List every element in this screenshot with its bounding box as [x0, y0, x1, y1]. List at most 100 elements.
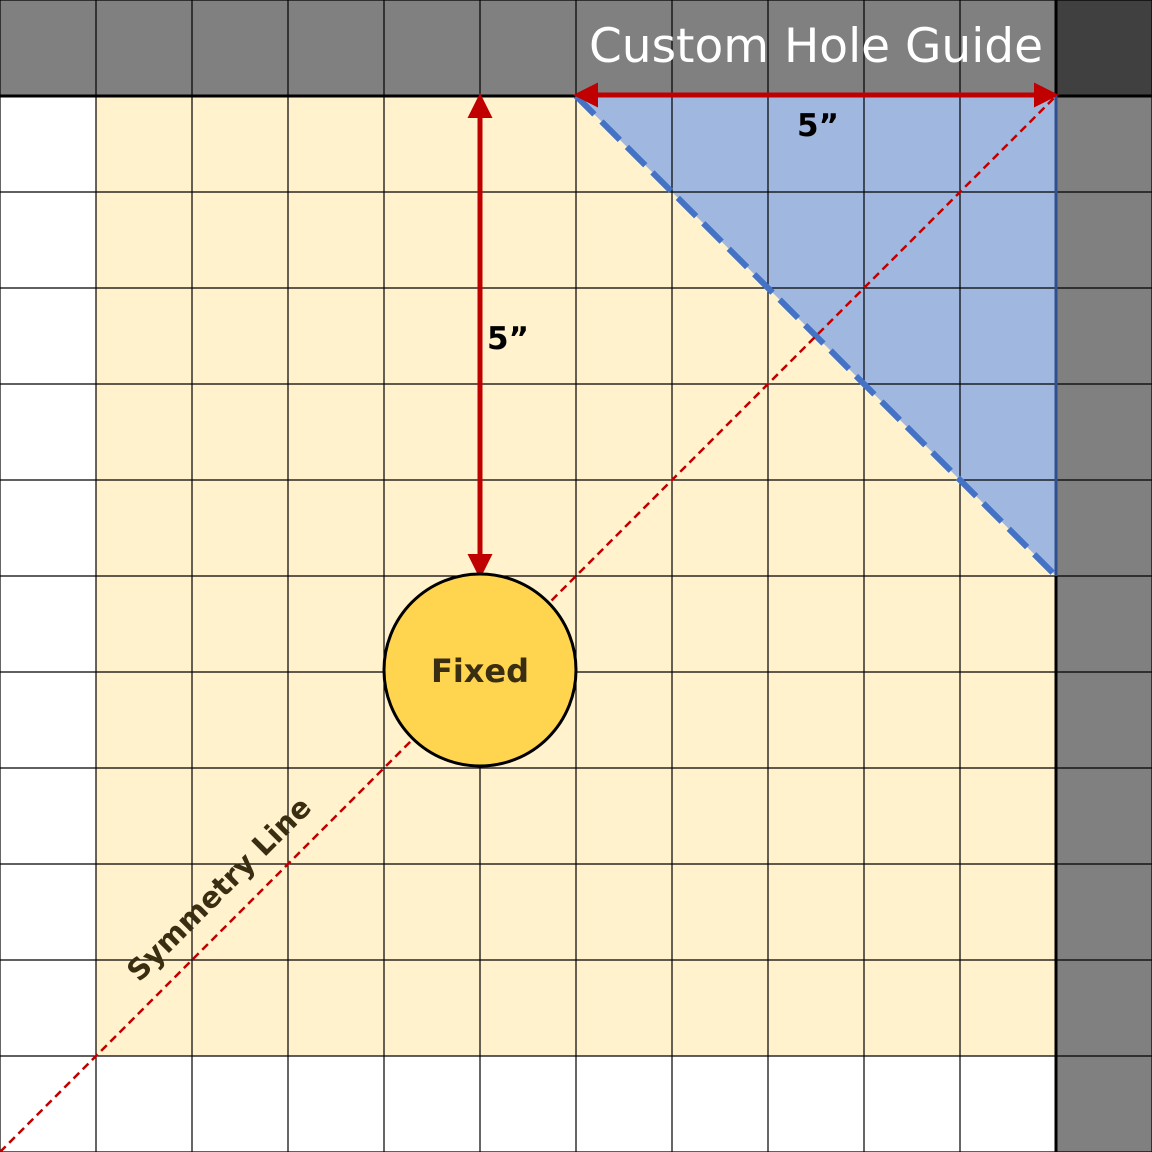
- work-area-cell: [96, 672, 192, 768]
- work-area-cell: [576, 864, 672, 960]
- work-area-cell: [768, 960, 864, 1056]
- corner-cell: [1056, 0, 1152, 96]
- work-area-cell: [192, 576, 288, 672]
- guide-title: Custom Hole Guide: [589, 19, 1043, 74]
- work-area-cell: [480, 960, 576, 1056]
- work-area-cell: [672, 288, 768, 384]
- work-area-cell: [960, 672, 1056, 768]
- work-area-cell: [384, 384, 480, 480]
- work-area-cell: [768, 768, 864, 864]
- work-area-cell: [576, 576, 672, 672]
- work-area-cell: [864, 768, 960, 864]
- work-area-cell: [480, 96, 576, 192]
- work-area-cell: [864, 960, 960, 1056]
- work-area-cell: [864, 480, 960, 576]
- work-area-cell: [384, 864, 480, 960]
- work-area-cell: [480, 192, 576, 288]
- empty-cell: [672, 1056, 768, 1152]
- work-area-cell: [672, 864, 768, 960]
- work-area-cell: [672, 960, 768, 1056]
- work-area-cell: [672, 480, 768, 576]
- border-cell: [480, 0, 576, 96]
- empty-cell: [768, 1056, 864, 1152]
- empty-cell: [576, 1056, 672, 1152]
- work-area-cell: [96, 768, 192, 864]
- empty-cell: [384, 1056, 480, 1152]
- border-cell: [1056, 384, 1152, 480]
- work-area-cell: [288, 480, 384, 576]
- empty-cell: [96, 1056, 192, 1152]
- empty-cell: [0, 288, 96, 384]
- empty-cell: [0, 576, 96, 672]
- work-area-cell: [960, 576, 1056, 672]
- work-area-cell: [960, 768, 1056, 864]
- work-area-cell: [384, 960, 480, 1056]
- work-area-cell: [576, 768, 672, 864]
- work-area-cell: [576, 192, 672, 288]
- work-area-cell: [192, 480, 288, 576]
- work-area-cell: [480, 480, 576, 576]
- work-area-cell: [192, 288, 288, 384]
- work-area-cell: [288, 192, 384, 288]
- empty-cell: [192, 1056, 288, 1152]
- work-area-cell: [768, 576, 864, 672]
- work-area-cell: [864, 576, 960, 672]
- border-cell: [1056, 1056, 1152, 1152]
- work-area-cell: [576, 960, 672, 1056]
- horizontal-dimension-label: 5”: [797, 108, 839, 144]
- empty-cell: [864, 1056, 960, 1152]
- empty-cell: [0, 192, 96, 288]
- empty-cell: [0, 384, 96, 480]
- work-area-cell: [192, 384, 288, 480]
- fixed-hole-label: Fixed: [431, 652, 529, 690]
- work-area-cell: [96, 576, 192, 672]
- work-area-cell: [96, 480, 192, 576]
- empty-cell: [480, 1056, 576, 1152]
- work-area-cell: [384, 288, 480, 384]
- work-area-cell: [576, 288, 672, 384]
- work-area-cell: [192, 960, 288, 1056]
- empty-cell: [0, 96, 96, 192]
- empty-cell: [0, 960, 96, 1056]
- border-cell: [1056, 960, 1152, 1056]
- empty-cell: [0, 672, 96, 768]
- border-cell: [1056, 288, 1152, 384]
- work-area-cell: [960, 960, 1056, 1056]
- work-area-cell: [768, 864, 864, 960]
- work-area-cell: [288, 864, 384, 960]
- border-cell: [192, 0, 288, 96]
- border-cell: [96, 0, 192, 96]
- work-area-cell: [96, 288, 192, 384]
- work-area-cell: [192, 96, 288, 192]
- work-area-cell: [864, 672, 960, 768]
- work-area-cell: [768, 672, 864, 768]
- border-cell: [1056, 672, 1152, 768]
- work-area-cell: [960, 864, 1056, 960]
- work-area-cell: [288, 672, 384, 768]
- work-area-cell: [288, 960, 384, 1056]
- empty-cell: [0, 864, 96, 960]
- work-area-cell: [576, 672, 672, 768]
- border-cell: [0, 0, 96, 96]
- work-area-cell: [96, 192, 192, 288]
- work-area-cell: [384, 768, 480, 864]
- work-area-cell: [96, 96, 192, 192]
- work-area-cell: [288, 576, 384, 672]
- empty-cell: [0, 768, 96, 864]
- work-area-cell: [96, 384, 192, 480]
- work-area-cell: [384, 480, 480, 576]
- work-area-cell: [192, 192, 288, 288]
- work-area-cell: [480, 864, 576, 960]
- border-cell: [1056, 864, 1152, 960]
- empty-cell: [0, 480, 96, 576]
- work-area-cell: [480, 384, 576, 480]
- work-area-cell: [768, 384, 864, 480]
- work-area-cell: [672, 672, 768, 768]
- border-cell: [1056, 480, 1152, 576]
- work-area-cell: [480, 768, 576, 864]
- work-area-cell: [288, 96, 384, 192]
- border-cell: [288, 0, 384, 96]
- border-cell: [1056, 192, 1152, 288]
- vertical-dimension-label: 5”: [487, 321, 529, 357]
